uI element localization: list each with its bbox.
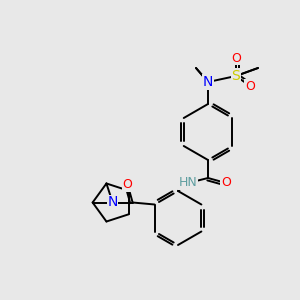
Text: HN: HN — [178, 176, 197, 190]
Text: S: S — [232, 69, 240, 83]
Text: O: O — [245, 80, 255, 92]
Text: N: N — [107, 196, 118, 209]
Text: N: N — [203, 75, 213, 89]
Text: O: O — [123, 178, 133, 191]
Text: O: O — [221, 176, 231, 190]
Text: O: O — [231, 52, 241, 64]
